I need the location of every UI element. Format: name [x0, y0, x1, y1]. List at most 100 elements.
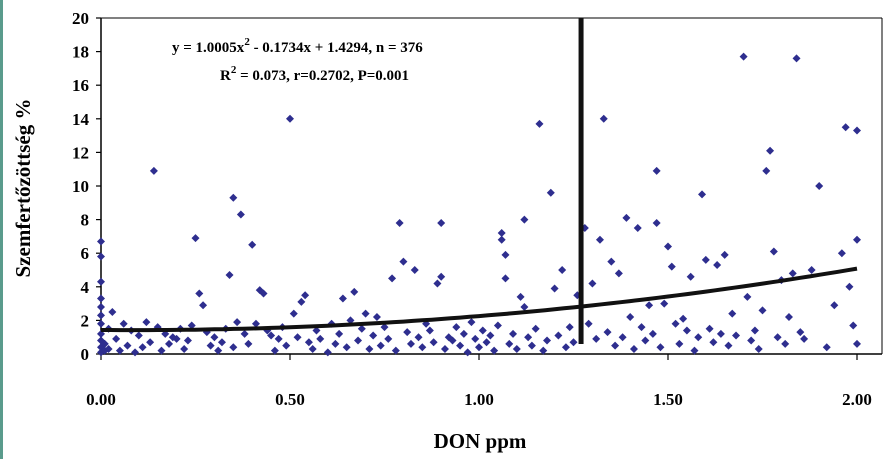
data-point [701, 255, 710, 264]
data-point [467, 318, 476, 327]
data-point [399, 257, 408, 266]
data-point [97, 277, 105, 286]
data-point [236, 210, 245, 219]
data-point [361, 309, 370, 318]
data-point [769, 247, 778, 256]
data-point [679, 314, 688, 323]
data-point [633, 224, 642, 232]
data-point [214, 346, 223, 355]
data-point [372, 313, 381, 322]
data-point [497, 229, 506, 238]
data-point [709, 338, 718, 347]
data-point [97, 302, 105, 311]
data-point [626, 313, 635, 322]
data-point [157, 346, 166, 355]
data-point [531, 324, 540, 333]
data-point [588, 279, 597, 288]
data-point [282, 341, 291, 350]
data-point [565, 323, 574, 332]
data-point [229, 343, 238, 352]
data-point [512, 344, 521, 353]
data-point [100, 339, 109, 348]
y-tick-label: 12 [72, 143, 89, 162]
data-point [206, 341, 215, 350]
data-point [849, 321, 858, 330]
data-point [561, 343, 570, 352]
data-point [550, 284, 559, 293]
data-point [592, 334, 601, 343]
data-point [841, 123, 850, 132]
data-point [391, 346, 400, 355]
data-point [195, 289, 204, 298]
data-point [440, 344, 449, 353]
y-tick-label: 18 [72, 43, 89, 62]
data-point [520, 302, 529, 311]
data-point [229, 193, 238, 202]
data-point [459, 329, 468, 338]
data-point [584, 319, 593, 328]
data-point [131, 348, 140, 357]
data-point [233, 318, 242, 327]
data-point [376, 341, 385, 350]
y-tick-label: 2 [81, 311, 90, 330]
data-point [788, 269, 797, 278]
data-point [225, 271, 234, 280]
equation-prefix: y = 1.0005x [172, 40, 245, 56]
x-tick-label: 1.50 [653, 390, 683, 409]
data-point [357, 324, 366, 333]
data-point [369, 331, 378, 340]
data-point [406, 339, 415, 348]
data-point [595, 235, 604, 244]
stats-prefix: R [220, 68, 231, 84]
data-point [569, 338, 578, 347]
data-point [622, 213, 631, 222]
data-point [217, 338, 226, 347]
data-point [781, 339, 790, 348]
data-point [739, 52, 748, 61]
data-point [766, 146, 775, 155]
data-point [342, 343, 351, 352]
data-point [527, 341, 536, 350]
data-point [134, 331, 143, 340]
data-point [248, 240, 257, 249]
data-point [97, 294, 105, 303]
data-point [316, 334, 325, 343]
data-point [652, 218, 661, 227]
data-point [146, 338, 155, 347]
data-point [244, 339, 253, 348]
data-point [648, 329, 657, 338]
data-point [743, 292, 752, 301]
data-point [784, 313, 793, 322]
data-point [437, 272, 446, 281]
data-point [191, 234, 200, 243]
data-point [618, 333, 627, 342]
data-point [611, 341, 620, 350]
data-point [142, 318, 151, 327]
data-point [259, 289, 268, 298]
data-point [104, 344, 113, 353]
data-point [614, 269, 623, 278]
data-point [728, 309, 737, 318]
data-point [312, 326, 321, 335]
data-point [558, 266, 567, 274]
data-point [720, 250, 729, 259]
data-point [853, 126, 861, 135]
data-point [418, 343, 427, 352]
data-point [335, 329, 344, 338]
data-point [475, 343, 483, 352]
trendline [101, 266, 858, 333]
data-point [837, 249, 846, 258]
data-point [490, 346, 499, 355]
data-point [346, 316, 355, 325]
data-point [773, 333, 782, 342]
data-point [853, 339, 861, 348]
data-point [270, 346, 279, 355]
y-tick-label: 14 [72, 110, 90, 129]
data-point [414, 333, 423, 342]
data-point [822, 343, 831, 352]
data-point [183, 336, 192, 345]
y-tick-label: 10 [72, 177, 89, 196]
data-point [172, 334, 181, 343]
data-point [482, 338, 491, 347]
data-point [308, 344, 317, 353]
